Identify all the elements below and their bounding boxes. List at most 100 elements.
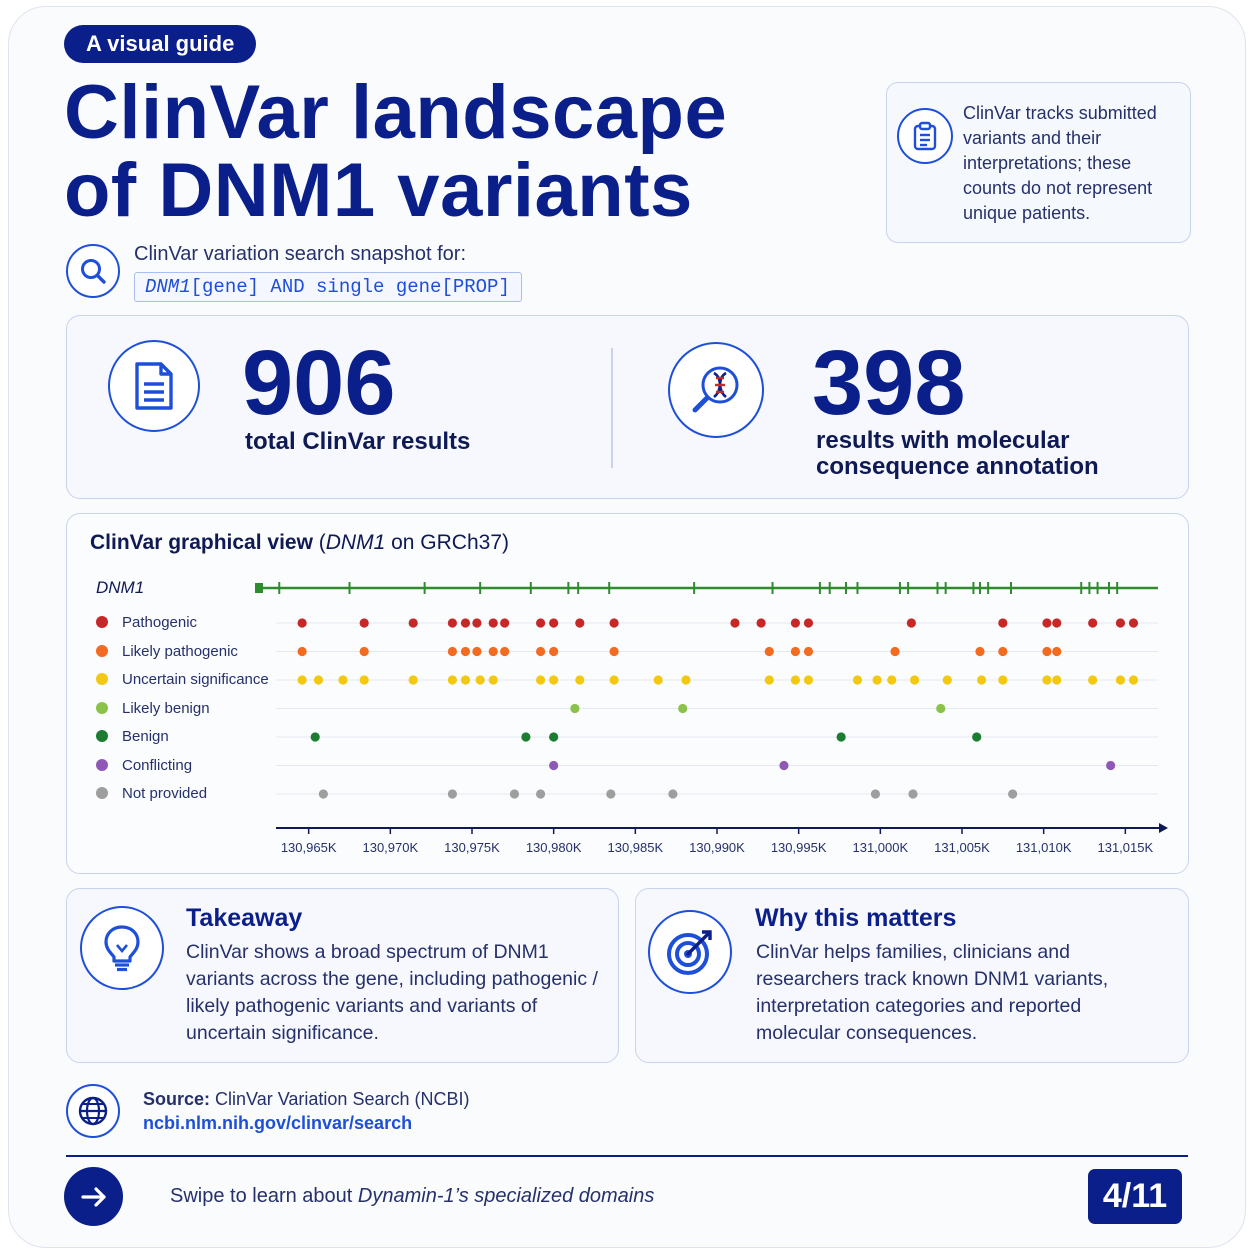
source-text: ClinVar Variation Search (NCBI) bbox=[215, 1089, 470, 1109]
variant-point bbox=[488, 646, 498, 657]
why-box bbox=[635, 888, 1189, 1063]
variant-point bbox=[536, 618, 546, 628]
variant-point bbox=[1042, 646, 1052, 657]
variant-point bbox=[549, 646, 559, 657]
annotated-results-value: 398 bbox=[812, 332, 966, 434]
variant-point bbox=[972, 732, 982, 742]
why-line-3: interpretation categories and reported bbox=[756, 995, 1082, 1017]
variant-point bbox=[575, 675, 585, 685]
footer-divider bbox=[66, 1155, 1188, 1157]
legend-item: Uncertain significance bbox=[96, 671, 269, 689]
variant-point bbox=[653, 675, 663, 685]
stats-panel bbox=[66, 315, 1189, 499]
note-box bbox=[886, 82, 1191, 243]
variant-point bbox=[910, 675, 920, 685]
source-label: Source: bbox=[143, 1089, 211, 1109]
next-button[interactable] bbox=[64, 1167, 123, 1226]
variant-point bbox=[359, 646, 369, 657]
variant-point bbox=[549, 732, 559, 742]
chart-title-bold: ClinVar graphical view bbox=[90, 531, 313, 554]
annotated-label-line-2: consequence annotation bbox=[816, 453, 1099, 480]
variant-point bbox=[998, 646, 1008, 657]
variant-point bbox=[730, 618, 740, 628]
swipe-prefix: Swipe to learn about bbox=[170, 1185, 358, 1207]
x-axis-arrow bbox=[1159, 823, 1168, 833]
variant-point bbox=[536, 675, 546, 685]
variant-point bbox=[472, 646, 482, 657]
variant-point bbox=[549, 675, 559, 685]
variant-point bbox=[887, 675, 897, 685]
total-results-label: total ClinVar results bbox=[245, 428, 471, 455]
legend-swatch bbox=[96, 701, 108, 714]
variant-point bbox=[890, 646, 900, 657]
globe-icon bbox=[66, 1084, 120, 1138]
variant-point bbox=[975, 646, 985, 657]
variant-point bbox=[1052, 618, 1062, 628]
variant-point bbox=[447, 675, 457, 685]
variant-point bbox=[790, 675, 801, 685]
clipboard-icon bbox=[897, 108, 953, 164]
variant-point bbox=[509, 789, 520, 799]
variant-point bbox=[977, 675, 987, 685]
takeaway-text: ClinVar shows a broad spectrum of DNM1 v… bbox=[186, 939, 598, 1047]
variant-point bbox=[998, 618, 1008, 628]
source-line: Source: ClinVar Variation Search (NCBI) bbox=[143, 1089, 469, 1110]
variant-point bbox=[318, 789, 328, 799]
variant-point bbox=[803, 675, 814, 685]
target-icon bbox=[648, 910, 732, 994]
variant-point bbox=[764, 646, 774, 657]
legend-label: Benign bbox=[122, 728, 169, 745]
variant-point bbox=[681, 675, 691, 685]
x-tick-label: 131,010K bbox=[1016, 840, 1072, 855]
stats-divider bbox=[611, 348, 613, 468]
variant-point bbox=[803, 646, 814, 657]
takeaway-line-3: likely pathogenic variants and variants … bbox=[186, 995, 538, 1017]
search-query: DNM1[gene] AND single gene[PROP] bbox=[134, 272, 522, 302]
variant-point bbox=[549, 618, 559, 628]
variant-point bbox=[472, 618, 482, 628]
variant-point bbox=[447, 618, 457, 628]
legend-swatch bbox=[96, 644, 108, 657]
variant-point bbox=[500, 618, 510, 628]
query-rest: [gene] AND single gene[PROP] bbox=[190, 276, 510, 298]
legend-label: Likely benign bbox=[122, 699, 210, 717]
variant-point bbox=[549, 760, 559, 771]
source-link[interactable]: ncbi.nlm.nih.gov/clinvar/search bbox=[143, 1113, 413, 1133]
chart-panel bbox=[66, 513, 1189, 874]
chart-title-paren-open: ( bbox=[312, 531, 326, 554]
variant-point bbox=[1106, 760, 1116, 771]
chart-title-gene: DNM1 bbox=[325, 531, 386, 554]
note-text: ClinVar tracks submitted variants and th… bbox=[963, 103, 1157, 223]
variant-point bbox=[488, 618, 498, 628]
x-tick-label: 130,985K bbox=[607, 840, 663, 855]
variant-point bbox=[609, 646, 619, 657]
title-line-2: of DNM1 variants bbox=[64, 148, 693, 233]
x-tick-label: 130,970K bbox=[362, 840, 418, 855]
variant-point bbox=[1008, 789, 1018, 799]
annotated-results-label: results with molecular consequence annot… bbox=[816, 428, 1099, 480]
variant-point bbox=[1052, 646, 1062, 657]
why-line-4: molecular consequences. bbox=[756, 1022, 978, 1044]
variant-point bbox=[609, 618, 619, 628]
variant-point bbox=[460, 646, 471, 657]
search-label: ClinVar variation search snapshot for: bbox=[134, 243, 467, 265]
gene-track bbox=[255, 582, 1158, 594]
variant-point bbox=[606, 789, 616, 799]
x-tick-label: 131,000K bbox=[852, 840, 908, 855]
variant-point bbox=[447, 646, 457, 657]
legend-item: Conflicting bbox=[96, 757, 192, 775]
variant-point bbox=[678, 703, 688, 714]
arrow-right-icon bbox=[80, 1186, 106, 1207]
page-indicator: 4/11 bbox=[1088, 1169, 1182, 1224]
why-text: ClinVar helps families, clinicians and r… bbox=[756, 939, 1108, 1047]
variant-point bbox=[1115, 675, 1126, 685]
variant-point bbox=[756, 618, 766, 628]
variant-point bbox=[1088, 618, 1098, 628]
variant-point bbox=[1115, 618, 1126, 628]
legend-label: Pathogenic bbox=[122, 614, 198, 631]
x-tick-label: 130,990K bbox=[689, 840, 745, 855]
lightbulb-icon bbox=[80, 906, 164, 990]
variant-point bbox=[1042, 675, 1052, 685]
x-axis: 130,965K 130,970K 130,975K 130,980K 130,985K… bbox=[276, 823, 1168, 855]
variant-point bbox=[872, 675, 882, 685]
